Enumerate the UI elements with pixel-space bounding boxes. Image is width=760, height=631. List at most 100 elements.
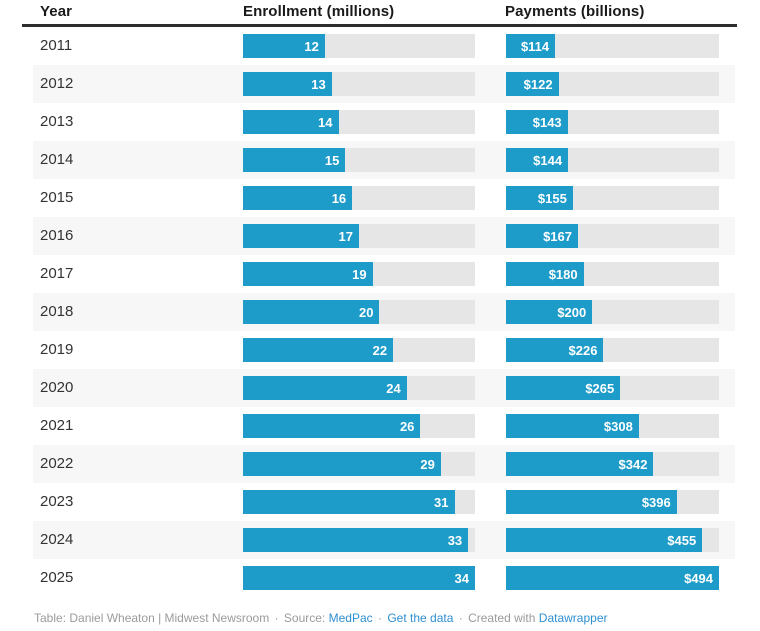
- enrollment-bar: 34: [243, 566, 475, 590]
- enrollment-value-label: 12: [304, 38, 319, 54]
- enrollment-bar-track: 29: [243, 452, 475, 476]
- year-label: 2022: [40, 455, 74, 472]
- payments-bar: $144: [506, 148, 569, 172]
- table-row: 2022 29 $342: [0, 445, 760, 483]
- payments-bar-track: $308: [506, 414, 719, 438]
- table-row: 2024 33 $455: [0, 521, 760, 559]
- enrollment-bar-track: 14: [243, 110, 475, 134]
- payments-value-label: $494: [684, 570, 713, 586]
- table-body: 2011 12 $114 2012 13 $122 2013: [0, 27, 760, 597]
- enrollment-bar: 13: [243, 72, 332, 96]
- column-header-enrollment: Enrollment (millions): [243, 3, 395, 20]
- payments-bar-track: $144: [506, 148, 719, 172]
- year-label: 2020: [40, 379, 74, 396]
- enrollment-value-label: 16: [331, 190, 347, 206]
- enrollment-value-label: 33: [447, 532, 463, 548]
- payments-bar: $265: [506, 376, 621, 400]
- datawrapper-link[interactable]: Datawrapper: [538, 611, 608, 625]
- payments-value-label: $226: [568, 342, 598, 358]
- payments-bar-track: $226: [506, 338, 719, 362]
- enrollment-bar-track: 34: [243, 566, 475, 590]
- enrollment-bar: 33: [243, 528, 469, 552]
- footer-separator: ·: [377, 611, 382, 625]
- payments-bar-track: $200: [506, 300, 719, 324]
- enrollment-bar: 24: [243, 376, 407, 400]
- payments-value-label: $122: [523, 76, 553, 92]
- payments-bar-track: $455: [506, 528, 719, 552]
- enrollment-bar: 31: [243, 490, 455, 514]
- payments-value-label: $167: [543, 228, 572, 244]
- payments-bar: $122: [506, 72, 559, 96]
- payments-value-label: $114: [520, 38, 550, 54]
- payments-bar: $114: [506, 34, 556, 58]
- table-row: 2014 15 $144: [0, 141, 760, 179]
- payments-value-label: $308: [603, 418, 633, 434]
- payments-bar: $180: [506, 262, 584, 286]
- table-header: Year Enrollment (millions) Payments (bil…: [22, 2, 737, 27]
- enrollment-bar-track: 16: [243, 186, 475, 210]
- payments-bar: $200: [506, 300, 593, 324]
- enrollment-value-label: 15: [324, 152, 340, 168]
- enrollment-bar-track: 26: [243, 414, 475, 438]
- year-label: 2013: [40, 113, 74, 130]
- payments-value-label: $143: [532, 114, 562, 130]
- payments-bar-track: $265: [506, 376, 719, 400]
- payments-value-label: $396: [641, 494, 671, 510]
- payments-bar-track: $114: [506, 34, 719, 58]
- enrollment-bar: 19: [243, 262, 373, 286]
- table-row: 2020 24 $265: [0, 369, 760, 407]
- year-label: 2016: [40, 227, 74, 244]
- enrollment-value-label: 20: [359, 304, 374, 320]
- enrollment-bar-track: 22: [243, 338, 475, 362]
- enrollment-value-label: 14: [318, 114, 333, 130]
- year-label: 2025: [40, 569, 74, 586]
- payments-value-label: $265: [585, 380, 615, 396]
- payments-value-label: $180: [548, 266, 578, 282]
- enrollment-bar: 17: [243, 224, 359, 248]
- enrollment-bar-track: 33: [243, 528, 475, 552]
- enrollment-value-label: 29: [420, 456, 435, 472]
- enrollment-bar: 12: [243, 34, 325, 58]
- payments-bar-track: $396: [506, 490, 719, 514]
- table-row: 2011 12 $114: [0, 27, 760, 65]
- payments-bar: $342: [506, 452, 654, 476]
- payments-bar-track: $167: [506, 224, 719, 248]
- enrollment-bar-track: 19: [243, 262, 475, 286]
- year-label: 2012: [40, 75, 74, 92]
- enrollment-bar: 29: [243, 452, 441, 476]
- enrollment-bar-track: 15: [243, 148, 475, 172]
- enrollment-value-label: 22: [372, 342, 388, 358]
- year-label: 2015: [40, 189, 74, 206]
- enrollment-bar-track: 31: [243, 490, 475, 514]
- year-label: 2021: [40, 417, 74, 434]
- table-row: 2018 20 $200: [0, 293, 760, 331]
- payments-bar-track: $180: [506, 262, 719, 286]
- attribution-text: Table: Daniel Wheaton | Midwest Newsroom: [34, 611, 270, 625]
- enrollment-bar-track: 12: [243, 34, 475, 58]
- table-row: 2019 22 $226: [0, 331, 760, 369]
- enrollment-bar-track: 17: [243, 224, 475, 248]
- table-row: 2021 26 $308: [0, 407, 760, 445]
- get-the-data-link[interactable]: Get the data: [387, 611, 454, 625]
- year-label: 2023: [40, 493, 74, 510]
- enrollment-value-label: 34: [454, 570, 469, 586]
- source-label: Source:: [283, 611, 326, 625]
- year-label: 2017: [40, 265, 74, 282]
- payments-bar: $396: [506, 490, 677, 514]
- enrollment-bar: 22: [243, 338, 394, 362]
- table-row: 2015 16 $155: [0, 179, 760, 217]
- year-label: 2019: [40, 341, 74, 358]
- enrollment-bar-track: 20: [243, 300, 475, 324]
- source-link[interactable]: MedPac: [328, 611, 373, 625]
- year-label: 2014: [40, 151, 74, 168]
- payments-bar: $155: [506, 186, 573, 210]
- payments-value-label: $200: [557, 304, 587, 320]
- table-row: 2013 14 $143: [0, 103, 760, 141]
- payments-value-label: $155: [537, 190, 567, 206]
- table-row: 2023 31 $396: [0, 483, 760, 521]
- table-row: 2025 34 $494: [0, 559, 760, 597]
- enrollment-value-label: 13: [311, 76, 326, 92]
- chart-footer: Table: Daniel Wheaton | Midwest Newsroom…: [34, 611, 760, 625]
- enrollment-value-label: 19: [352, 266, 367, 282]
